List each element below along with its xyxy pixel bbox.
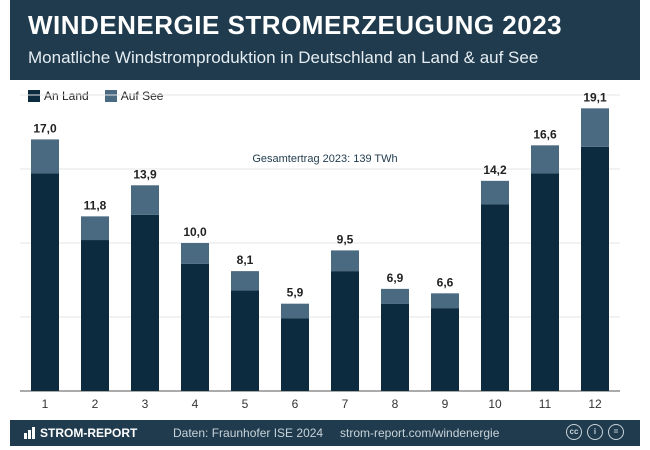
source-url[interactable]: strom-report.com/windenergie <box>340 426 500 440</box>
bar-an-land-9 <box>431 308 459 391</box>
x-tick-label-7: 7 <box>342 397 349 411</box>
bar-auf-see-3 <box>131 185 159 215</box>
bar-an-land-11 <box>531 173 559 391</box>
legend-label-auf-see: Auf See <box>120 89 164 103</box>
data-label-6: 5,9 <box>287 286 304 300</box>
x-tick-label-4: 4 <box>192 397 199 411</box>
bar-auf-see-2 <box>81 216 109 241</box>
strom-report-logo-icon <box>24 427 36 439</box>
data-label-5: 8,1 <box>237 253 254 267</box>
x-tick-label-3: 3 <box>142 397 149 411</box>
bar-an-land-4 <box>181 263 209 391</box>
chart-subtitle: Monatliche Windstromproduktion in Deutsc… <box>28 48 539 67</box>
bar-auf-see-6 <box>281 303 309 319</box>
bar-an-land-1 <box>31 173 59 391</box>
bar-auf-see-8 <box>381 288 409 304</box>
x-tick-label-8: 8 <box>392 397 399 411</box>
bar-an-land-12 <box>581 146 609 391</box>
x-tick-label-11: 11 <box>539 397 552 411</box>
x-tick-label-5: 5 <box>242 397 249 411</box>
bar-an-land-6 <box>281 318 309 391</box>
footer-bar: STROM-REPORT Daten: Fraunhofer ISE 2024 … <box>10 420 640 446</box>
legend-swatch-an-land <box>28 90 40 102</box>
brand-name: STROM-REPORT <box>40 426 138 440</box>
chart-title: WINDENERGIE STROMERZEUGUNG 2023 <box>28 10 563 40</box>
data-label-7: 9,5 <box>337 232 354 246</box>
data-label-11: 16,6 <box>533 127 557 141</box>
x-tick-label-2: 2 <box>92 397 99 411</box>
legend-item-an-land: An Land <box>28 89 89 103</box>
bar-an-land-3 <box>131 214 159 391</box>
data-label-3: 13,9 <box>133 167 157 181</box>
bar-an-land-8 <box>381 303 409 391</box>
header-banner: WINDENERGIE STROMERZEUGUNG 2023 Monatlic… <box>10 0 640 80</box>
equal-icon: = <box>608 424 624 440</box>
bar-auf-see-11 <box>531 145 559 174</box>
data-label-4: 10,0 <box>183 225 207 239</box>
legend-item-auf-see: Auf See <box>104 89 164 103</box>
x-tick-label-1: 1 <box>42 397 49 411</box>
x-tick-label-6: 6 <box>292 397 299 411</box>
cc-icon: cc <box>566 424 582 440</box>
bar-an-land-10 <box>481 204 509 391</box>
bar-an-land-2 <box>81 240 109 391</box>
data-label-8: 6,9 <box>387 271 404 285</box>
legend-swatch-auf-see <box>104 90 117 102</box>
data-label-12: 19,1 <box>583 90 607 104</box>
brand: STROM-REPORT <box>24 426 137 440</box>
data-label-1: 17,0 <box>33 121 57 135</box>
legend-label-an-land: An Land <box>44 89 89 103</box>
data-label-10: 14,2 <box>483 163 507 177</box>
x-tick-label-12: 12 <box>588 397 602 411</box>
data-source: Daten: Fraunhofer ISE 2024 <box>173 426 324 440</box>
by-icon: i <box>587 424 603 440</box>
data-label-2: 11,8 <box>84 198 107 212</box>
data-label-9: 6,6 <box>437 275 454 289</box>
legend: An Land Auf See <box>28 88 179 104</box>
bar-auf-see-12 <box>581 108 609 147</box>
bar-auf-see-10 <box>481 180 509 205</box>
bar-auf-see-4 <box>181 243 209 264</box>
bar-auf-see-1 <box>31 139 59 174</box>
bar-auf-see-9 <box>431 293 459 309</box>
bar-auf-see-7 <box>331 250 359 272</box>
x-tick-label-10: 10 <box>488 397 502 411</box>
bar-auf-see-5 <box>231 271 259 291</box>
bar-an-land-5 <box>231 290 259 391</box>
total-annotation: Gesamtertrag 2023: 139 TWh <box>252 153 397 165</box>
bar-an-land-7 <box>331 271 359 391</box>
x-tick-label-9: 9 <box>442 397 449 411</box>
